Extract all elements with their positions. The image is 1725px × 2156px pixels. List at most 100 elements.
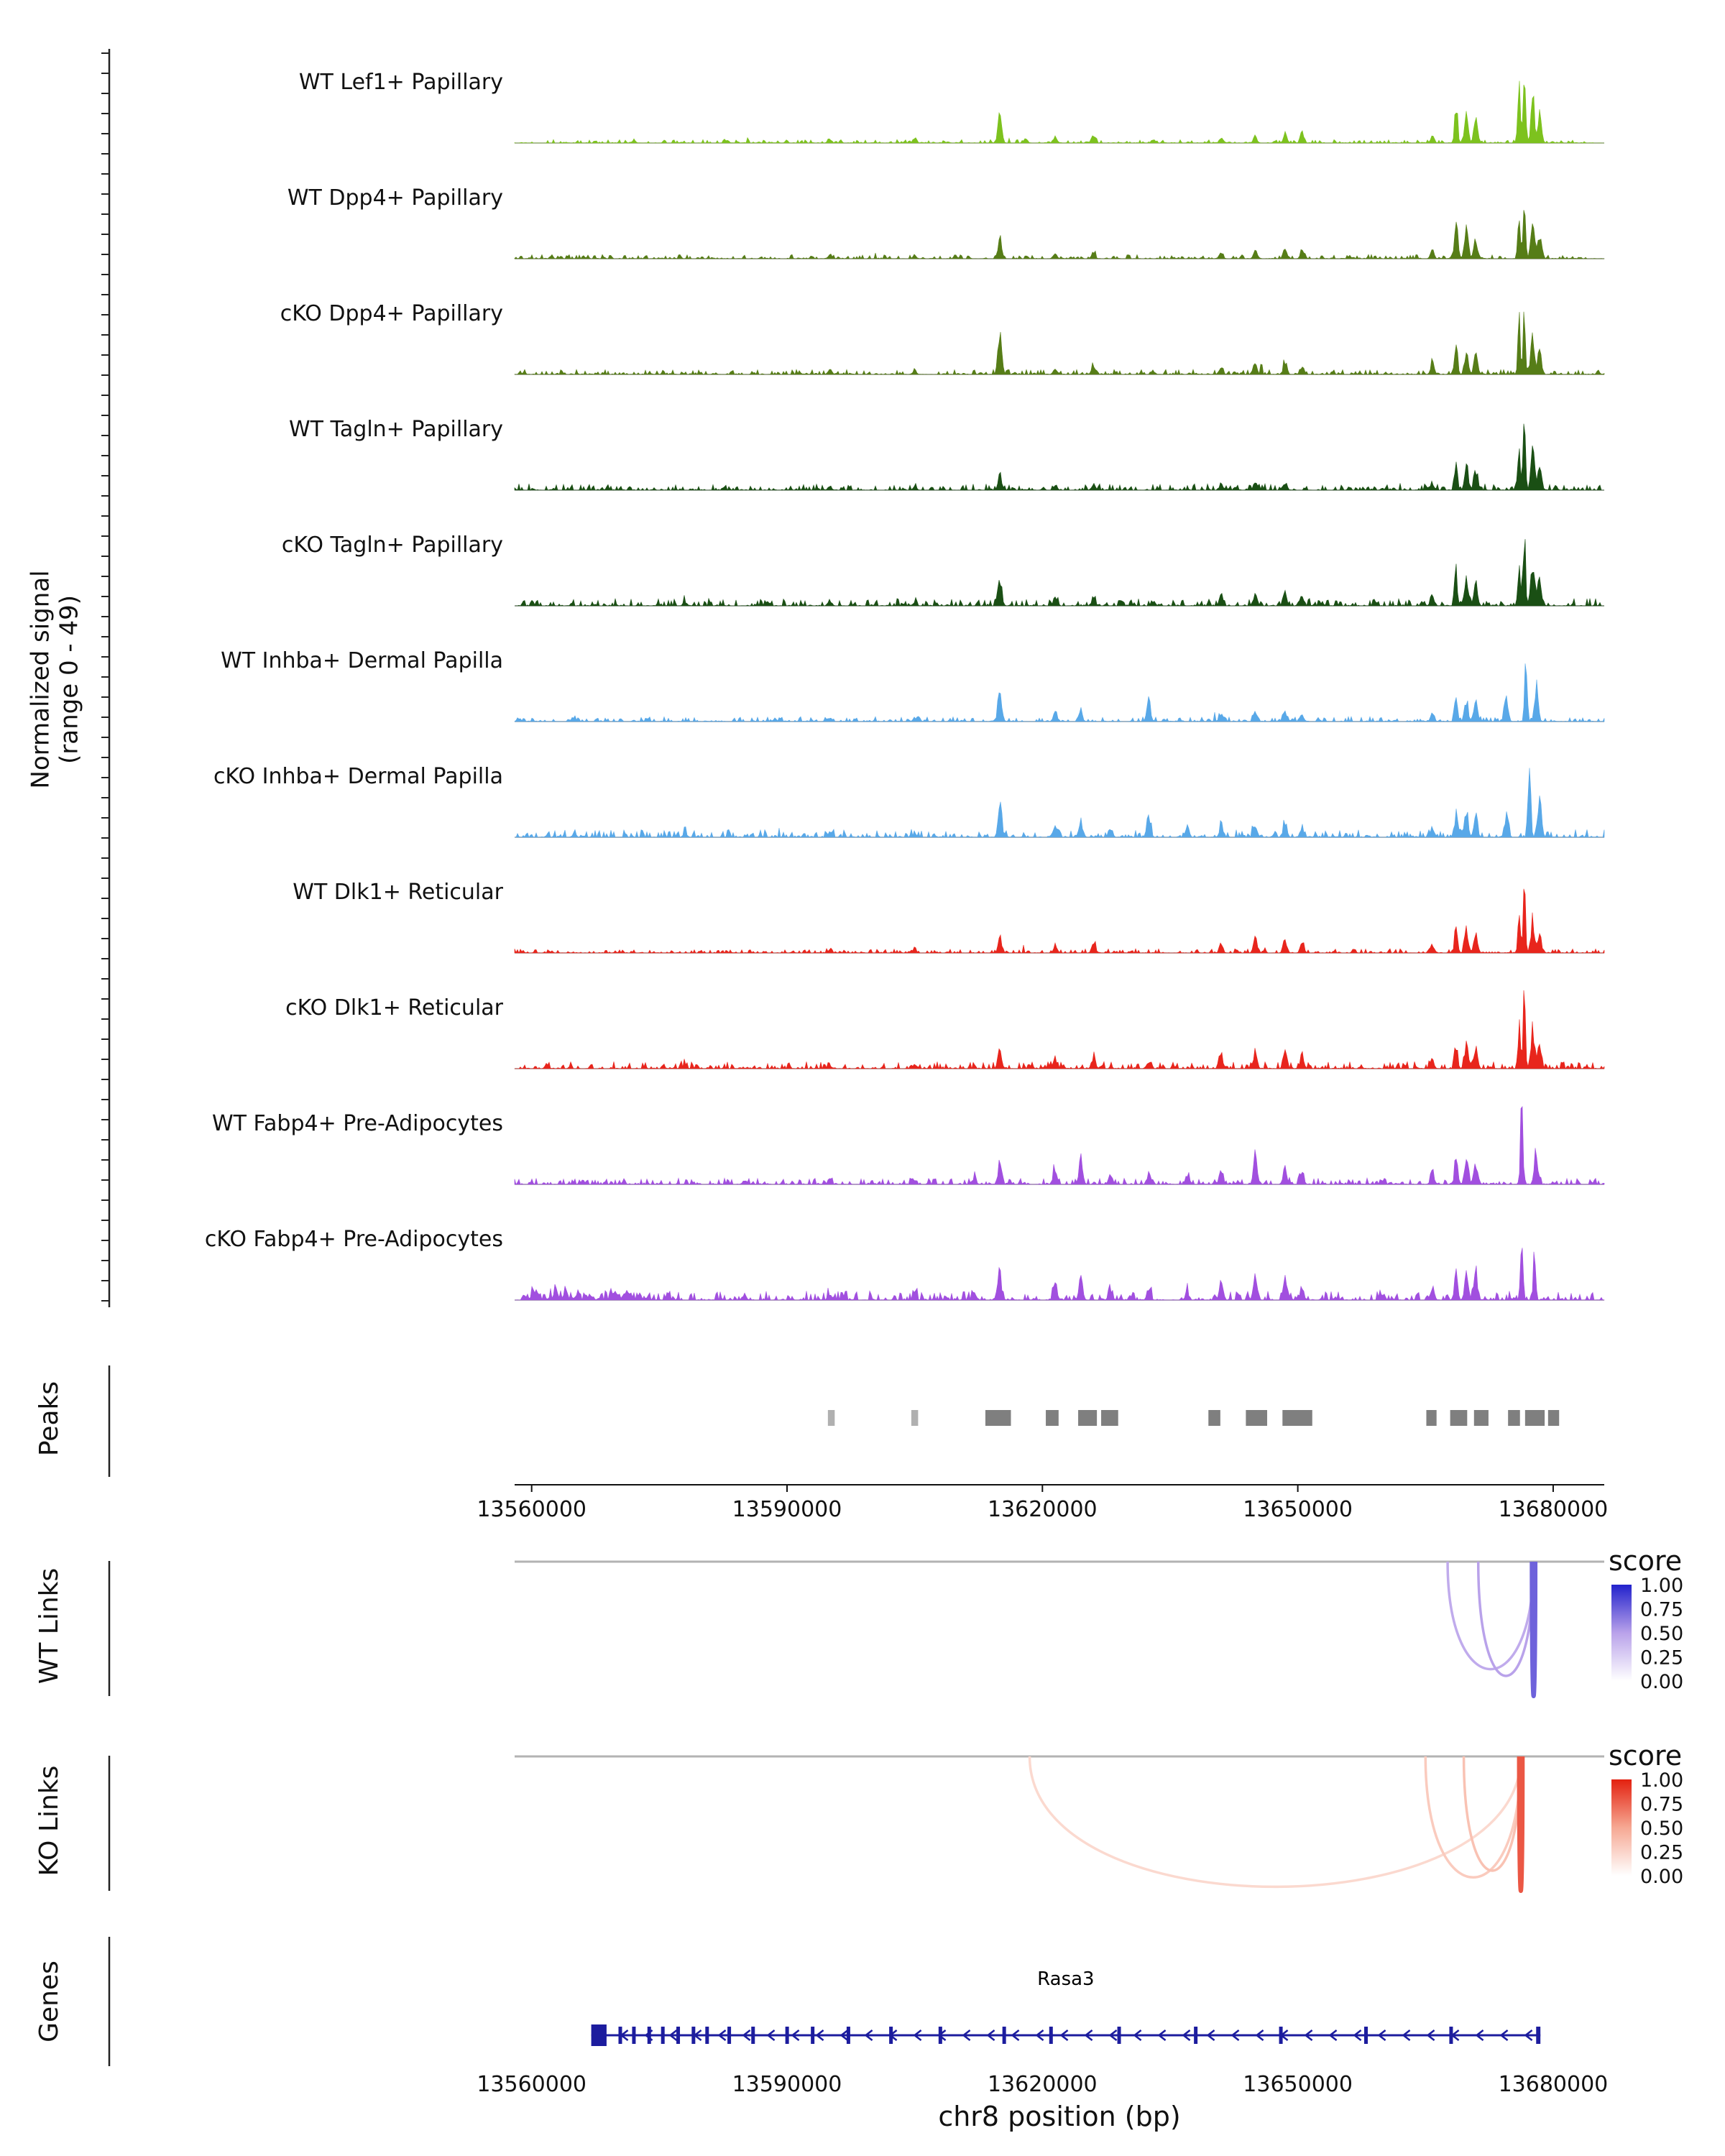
signal-area bbox=[515, 424, 1604, 490]
strand-arrow-icon bbox=[1426, 2029, 1435, 2042]
link-arc bbox=[1476, 1561, 1535, 1677]
gene-exon bbox=[1364, 2027, 1368, 2044]
gene-exon bbox=[618, 2027, 622, 2044]
gene-exon bbox=[751, 2027, 755, 2044]
strand-arrow-icon bbox=[962, 2029, 971, 2042]
signal-track-row: WT Lef1+ Papillary bbox=[299, 70, 1604, 143]
signal-area bbox=[515, 80, 1604, 143]
gene-exon bbox=[676, 2027, 681, 2044]
track-label: WT Lef1+ Papillary bbox=[299, 70, 503, 95]
strand-arrow-icon bbox=[986, 2029, 995, 2042]
score-legend-gradient bbox=[1611, 1585, 1632, 1681]
x-tick-label: 13620000 bbox=[988, 1497, 1098, 1522]
peak-region bbox=[827, 1410, 835, 1426]
peak-region bbox=[1524, 1410, 1545, 1426]
signal-area bbox=[515, 889, 1604, 953]
strand-arrow-icon bbox=[1353, 2029, 1362, 2042]
x-tick-label: 13560000 bbox=[477, 1497, 586, 1522]
gene-exon bbox=[1194, 2027, 1198, 2044]
score-legend-label: 0.75 bbox=[1640, 1599, 1683, 1621]
score-legend-label: 0.25 bbox=[1640, 1647, 1683, 1669]
x-tick-label: 13620000 bbox=[988, 2072, 1098, 2097]
peak-region bbox=[985, 1410, 1011, 1426]
gene-exon bbox=[727, 2027, 732, 2044]
peak-region bbox=[1508, 1410, 1520, 1426]
strand-arrow-icon bbox=[1182, 2029, 1191, 2042]
strand-arrow-icon bbox=[791, 2029, 800, 2042]
signal-area bbox=[515, 210, 1604, 259]
x-tick-label: 13560000 bbox=[477, 2072, 586, 2097]
strand-arrow-icon bbox=[1035, 2029, 1044, 2042]
gene-exon bbox=[1002, 2027, 1006, 2044]
signal-area bbox=[515, 990, 1604, 1069]
track-label: cKO Fabp4+ Pre-Adipocytes bbox=[205, 1227, 503, 1252]
signal-area bbox=[515, 1248, 1604, 1300]
peaks-panel-label: Peaks bbox=[34, 1381, 64, 1456]
track-label: cKO Inhba+ Dermal Papilla bbox=[213, 764, 503, 789]
peak-region bbox=[1450, 1410, 1468, 1426]
score-legend-label: 0.50 bbox=[1640, 1818, 1683, 1840]
signal-track-row: WT Dpp4+ Papillary bbox=[288, 185, 1604, 259]
gene-exon bbox=[889, 2027, 893, 2044]
peak-region bbox=[1046, 1410, 1059, 1426]
genes-panel-label: Genes bbox=[34, 1961, 64, 2042]
peak-region bbox=[1547, 1410, 1560, 1426]
link-arc bbox=[1446, 1561, 1535, 1671]
track-label: cKO Dlk1+ Reticular bbox=[285, 995, 504, 1021]
x-axis-title: chr8 position (bp) bbox=[938, 2101, 1180, 2132]
x-tick-label: 13650000 bbox=[1243, 1497, 1353, 1522]
strand-arrow-icon bbox=[1377, 2029, 1386, 2042]
signal-area bbox=[515, 663, 1604, 722]
signal-axis-label-line2: (range 0 - 49) bbox=[55, 595, 84, 764]
x-tick-label: 13590000 bbox=[732, 2072, 842, 2097]
signal-track-row: cKO Dlk1+ Reticular bbox=[285, 990, 1604, 1069]
x-tick-label: 13680000 bbox=[1499, 2072, 1609, 2097]
link-arc bbox=[1517, 1756, 1525, 1893]
strand-arrow-icon bbox=[1402, 2029, 1411, 2042]
gene-exon bbox=[705, 2027, 709, 2044]
score-legend-title: score bbox=[1609, 1740, 1682, 1772]
score-legend-title: score bbox=[1609, 1545, 1682, 1577]
score-legend-label: 0.25 bbox=[1640, 1842, 1683, 1864]
strand-arrow-icon bbox=[1499, 2029, 1509, 2042]
signal-track-row: WT Dlk1+ Reticular bbox=[293, 880, 1604, 953]
signal-track-row: WT Inhba+ Dermal Papilla bbox=[221, 648, 1604, 722]
peak-region bbox=[1473, 1410, 1489, 1426]
gene-exon bbox=[647, 2027, 651, 2044]
peak-region bbox=[911, 1410, 919, 1426]
peak-region bbox=[1282, 1410, 1312, 1426]
strand-arrow-icon bbox=[913, 2029, 922, 2042]
strand-arrow-icon bbox=[668, 2029, 678, 2042]
strand-arrow-icon bbox=[840, 2029, 849, 2042]
score-legend-gradient bbox=[1611, 1779, 1632, 1876]
wt-links-panel-label: WT Links bbox=[34, 1568, 64, 1685]
link-arc bbox=[1462, 1756, 1522, 1872]
signal-area bbox=[515, 1107, 1604, 1184]
strand-arrow-icon bbox=[864, 2029, 873, 2042]
strand-arrow-icon bbox=[1084, 2029, 1093, 2042]
gene-exon bbox=[938, 2027, 942, 2044]
strand-arrow-icon bbox=[1206, 2029, 1215, 2042]
link-arc bbox=[1028, 1756, 1522, 1888]
track-label: WT Dpp4+ Papillary bbox=[288, 185, 503, 211]
score-legend-label: 0.00 bbox=[1640, 1671, 1683, 1693]
strand-arrow-icon bbox=[1011, 2029, 1020, 2042]
track-label: cKO Tagln+ Papillary bbox=[282, 533, 503, 558]
gene-name-label: Rasa3 bbox=[1037, 1968, 1094, 1990]
track-label: cKO Dpp4+ Papillary bbox=[280, 301, 503, 326]
gene-exon bbox=[785, 2027, 789, 2044]
strand-arrow-icon bbox=[1059, 2029, 1069, 2042]
score-legend-label: 0.50 bbox=[1640, 1623, 1683, 1645]
peak-region bbox=[1078, 1410, 1098, 1426]
gene-exon bbox=[661, 2027, 665, 2044]
gene-exon bbox=[811, 2027, 815, 2044]
strand-arrow-icon bbox=[717, 2029, 727, 2042]
strand-arrow-icon bbox=[766, 2029, 776, 2042]
x-tick-label: 13590000 bbox=[732, 1497, 842, 1522]
signal-track-row: WT Fabp4+ Pre-Adipocytes bbox=[212, 1107, 1604, 1184]
x-tick-label: 13650000 bbox=[1243, 2072, 1353, 2097]
signal-track-row: cKO Fabp4+ Pre-Adipocytes bbox=[205, 1227, 1604, 1300]
signal-axis-label-line1: Normalized signal bbox=[27, 570, 55, 788]
strand-arrow-icon bbox=[1524, 2029, 1533, 2042]
